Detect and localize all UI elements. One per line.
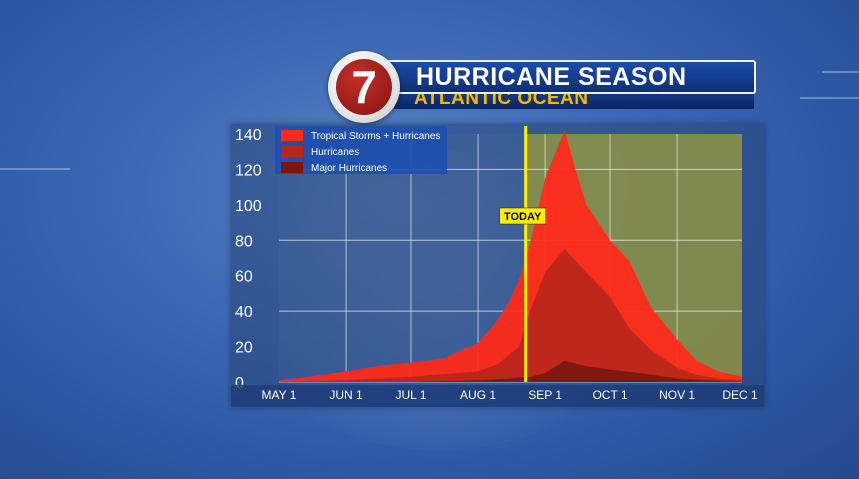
chart-panel: TODAY 0 20 40 60 80 100 120 140 MAY 1 JUN 1 JUL 1 AU… [231,124,764,407]
y-tick-label: 60 [235,269,253,286]
y-tick-label: 100 [235,198,262,215]
x-tick-label: AUG 1 [460,388,496,402]
legend-label: Tropical Storms + Hurricanes [311,131,440,142]
series-hurricanes-area [279,249,742,382]
chart-header: 7 HURRICANE SEASON ATLANTIC OCEAN [328,48,756,123]
legend-swatch [281,162,303,173]
series-major-area [279,360,742,382]
page-title: HURRICANE SEASON [416,63,687,91]
hurricane-chart: TODAY 0 20 40 60 80 100 120 140 MAY 1 JUN 1 JUL 1 AU… [231,126,764,407]
y-tick-label: 120 [235,162,262,179]
legend-swatch [281,130,303,141]
series-all-storms-area [279,130,742,382]
y-tick-label: 140 [235,127,262,144]
x-tick-label: DEC 1 [722,388,758,402]
today-label: TODAY [504,211,542,223]
background-streak [822,71,859,73]
y-tick-label: 0 [235,375,244,392]
today-label-box [499,207,546,225]
x-tick-label: SEP 1 [528,388,562,402]
y-tick-label: 80 [235,233,253,250]
legend-swatch [281,146,303,157]
x-axis-band [231,385,764,407]
background-streak [800,97,859,99]
title-band: HURRICANE SEASON [380,60,756,94]
x-tick-label: JUL 1 [396,388,427,402]
legend-label: Major Hurricanes [311,163,387,174]
y-tick-label: 20 [235,340,253,357]
x-tick-label: MAY 1 [262,388,297,402]
background-streak [0,168,70,170]
x-tick-label: JUN 1 [329,388,363,402]
legend-label: Hurricanes [311,147,359,158]
logo-number: 7 [336,59,392,115]
x-tick-label: NOV 1 [659,388,695,402]
station-logo: 7 [328,51,400,123]
x-tick-label: OCT 1 [592,388,627,402]
legend-box [275,126,447,174]
y-tick-label: 40 [235,304,253,321]
